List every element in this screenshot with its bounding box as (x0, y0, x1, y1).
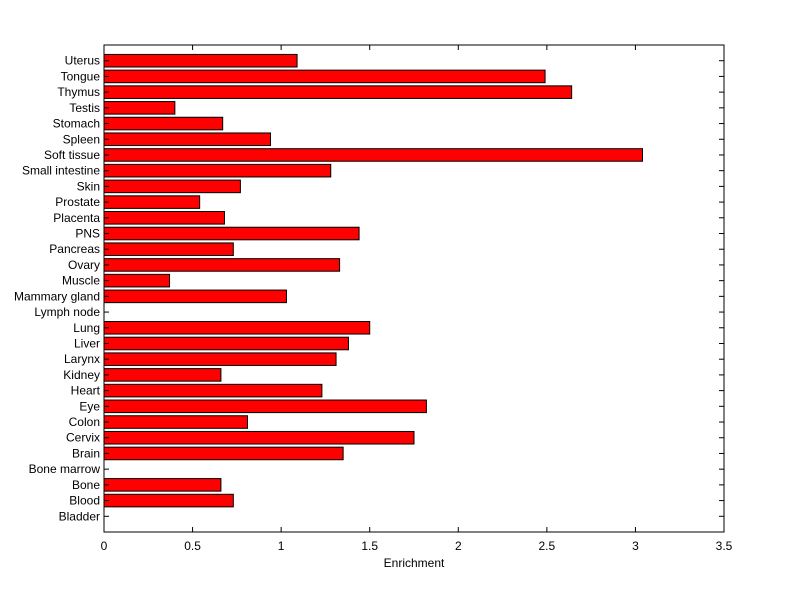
category-label-eye: Eye (79, 399, 100, 413)
x-tick-label: 2.5 (539, 539, 556, 553)
category-label-cervix: Cervix (66, 431, 100, 445)
category-label-soft-tissue: Soft tissue (44, 148, 100, 162)
category-label-colon: Colon (69, 415, 100, 429)
category-label-pns: PNS (75, 227, 100, 241)
bar-blood (103, 493, 234, 508)
category-label-skin: Skin (77, 179, 100, 193)
bar-lung (103, 320, 371, 335)
category-label-pancreas: Pancreas (49, 242, 100, 256)
bar-mammary-gland (103, 289, 287, 304)
category-label-spleen: Spleen (63, 132, 100, 146)
x-tick-label: 0.5 (184, 539, 201, 553)
bar-uterus (103, 53, 298, 68)
category-label-thymus: Thymus (57, 85, 100, 99)
category-label-heart: Heart (71, 384, 101, 398)
bar-pancreas (103, 242, 234, 257)
category-label-testis: Testis (69, 101, 100, 115)
bar-heart (103, 383, 323, 398)
category-label-small-intestine: Small intestine (22, 164, 100, 178)
category-label-liver: Liver (74, 336, 100, 350)
category-label-kidney: Kidney (63, 368, 100, 382)
x-tick-label: 1.5 (361, 539, 378, 553)
bar-ovary (103, 258, 341, 272)
bar-small-intestine (103, 163, 332, 178)
category-label-prostate: Prostate (55, 195, 100, 209)
bar-prostate (103, 195, 201, 209)
bar-brain (103, 446, 344, 461)
x-tick-label: 0 (101, 539, 108, 553)
category-label-bone: Bone (72, 478, 100, 492)
bar-soft-tissue (103, 148, 644, 162)
bar-tongue (103, 69, 546, 84)
category-label-blood: Blood (69, 494, 100, 508)
bar-kidney (103, 368, 222, 382)
bar-stomach (103, 116, 224, 131)
bar-larynx (103, 352, 337, 366)
bar-eye (103, 399, 427, 414)
category-label-lung: Lung (73, 321, 100, 335)
x-tick-label: 3 (632, 539, 639, 553)
category-label-muscle: Muscle (62, 274, 100, 288)
bar-liver (103, 336, 349, 351)
bar-thymus (103, 85, 573, 99)
category-label-tongue: Tongue (61, 69, 101, 83)
bar-colon (103, 415, 248, 429)
bar-testis (103, 101, 176, 115)
category-label-lymph-node: Lymph node (34, 305, 100, 319)
bar-spleen (103, 132, 272, 147)
bar-muscle (103, 273, 171, 288)
bar-pns (103, 226, 360, 241)
category-label-stomach: Stomach (53, 117, 100, 131)
x-tick-labels: 0 0.5 1 1.5 2 2.5 3 3.5 (101, 539, 733, 553)
category-label-larynx: Larynx (64, 352, 100, 366)
bar-bone (103, 478, 222, 492)
bar-skin (103, 179, 241, 194)
x-tick-label: 1 (278, 539, 285, 553)
category-label-bone-marrow: Bone marrow (29, 462, 101, 476)
category-label-uterus: Uterus (65, 54, 100, 68)
bar-cervix (103, 430, 415, 445)
x-tick-label: 3.5 (716, 539, 733, 553)
category-label-mammary-gland: Mammary gland (14, 289, 100, 303)
bar-placenta (103, 211, 225, 225)
category-label-ovary: Ovary (68, 258, 100, 272)
category-label-bladder: Bladder (59, 509, 100, 523)
x-tick-label: 2 (455, 539, 462, 553)
plot-frame (103, 44, 725, 533)
ticks-group (103, 45, 725, 532)
category-label-placenta: Placenta (53, 211, 100, 225)
category-label-brain: Brain (72, 446, 100, 460)
x-axis-title: Enrichment (384, 556, 445, 570)
